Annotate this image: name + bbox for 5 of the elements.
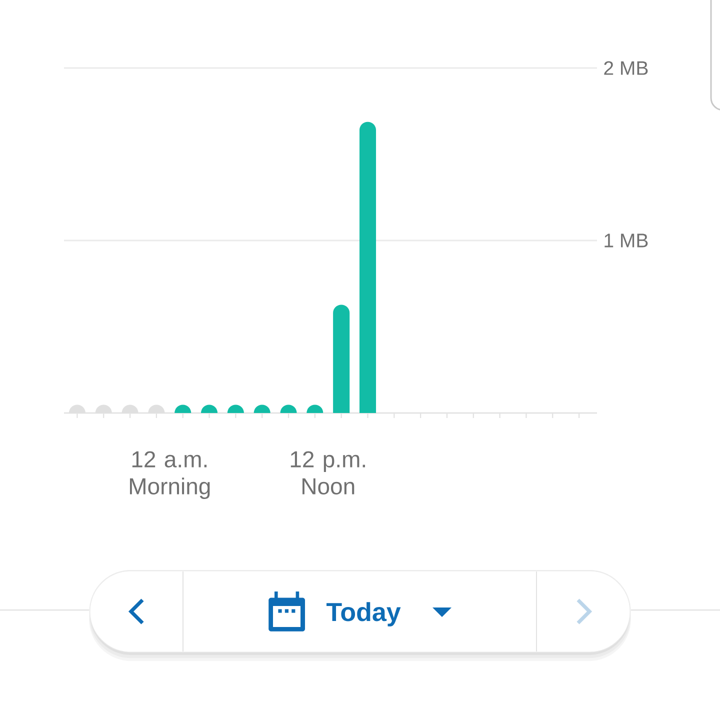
y-tick-label: 2 MB <box>604 61 648 75</box>
text: Today <box>326 602 401 626</box>
y-tick-label: 1 MB <box>604 234 648 248</box>
x-tick-label: 12 a.m. Morning <box>130 451 210 500</box>
x-tick-label: 12 p.m. Noon <box>290 451 366 494</box>
